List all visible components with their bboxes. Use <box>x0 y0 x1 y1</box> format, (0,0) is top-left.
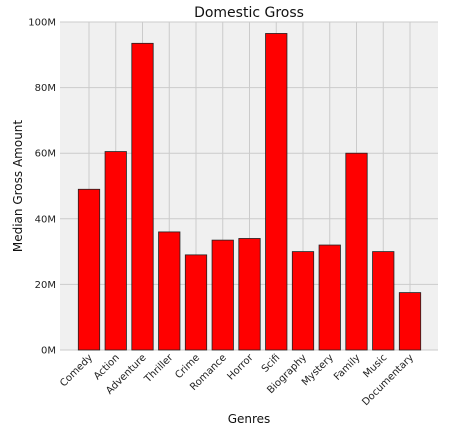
bar-romance <box>211 239 234 351</box>
bar-family <box>345 152 368 351</box>
x-tick-label: Horror <box>225 352 256 383</box>
bars <box>77 33 422 351</box>
y-tick-label: 80M <box>35 83 56 94</box>
bar-horror <box>238 238 261 351</box>
bar-action <box>104 151 127 351</box>
bar-thriller <box>158 231 181 351</box>
x-axis-title: Genres <box>228 412 271 426</box>
y-axis-title: Median Gross Amount <box>11 120 25 253</box>
y-tick-label: 100M <box>28 18 56 29</box>
bar-biography <box>291 251 315 351</box>
y-tick-label: 20M <box>35 280 56 291</box>
x-tick-label: Scifi <box>260 352 283 375</box>
x-tick-label: Family <box>332 352 363 383</box>
chart-title: Domestic Gross <box>194 5 304 21</box>
bar-documentary <box>398 292 422 351</box>
x-tick-label: Thriller <box>142 352 176 386</box>
y-tick-label: 0M <box>41 346 56 357</box>
x-tick-label: Comedy <box>58 352 95 389</box>
bar-crime <box>184 254 208 351</box>
y-tick-label: 60M <box>35 149 56 160</box>
bar-adventure <box>131 42 154 351</box>
bar-scifi <box>265 33 288 351</box>
bar-comedy <box>77 188 101 351</box>
y-tick-label: 40M <box>35 214 56 225</box>
x-axis-ticks: ComedyActionAdventureThrillerCrimeRomanc… <box>58 352 416 408</box>
y-axis-ticks: 0M 20M 40M 60M 80M 100M <box>28 18 56 357</box>
bar-music <box>372 251 395 351</box>
bar-mystery <box>318 244 341 351</box>
